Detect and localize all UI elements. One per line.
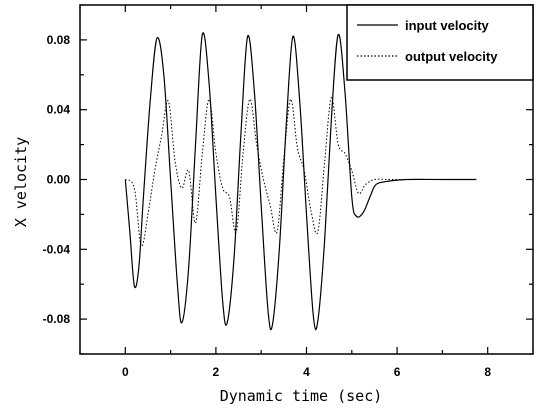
- y-tick-label: -0.04: [43, 242, 71, 256]
- series-layer: [124, 32, 477, 331]
- x-tick-label: 8: [484, 365, 491, 379]
- x-tick-label: 2: [213, 365, 220, 379]
- plot-frame: [79, 4, 534, 355]
- x-tick-labels: 0 2 4 6 8: [122, 365, 491, 379]
- y-tick-label: 0.00: [47, 173, 71, 187]
- legend-box: [346, 4, 534, 81]
- y-axis-label: X velocity: [12, 137, 30, 227]
- y-tick-label: 0.08: [47, 33, 71, 47]
- series-line-output-velocity: [124, 96, 443, 247]
- y-tick-labels: 0.08 0.04 0.00 -0.04 -0.08: [43, 33, 71, 326]
- y-tick-label: -0.08: [43, 312, 71, 326]
- legend: input velocity output velocity: [346, 4, 534, 81]
- x-tick-label: 6: [394, 365, 401, 379]
- legend-label-output-velocity: output velocity: [405, 49, 498, 64]
- legend-label-input-velocity: input velocity: [405, 18, 490, 33]
- x-axis-label: Dynamic time (sec): [220, 387, 383, 405]
- x-tick-label: 4: [303, 365, 310, 379]
- y-tick-label: 0.04: [47, 103, 71, 117]
- x-tick-label: 0: [122, 365, 129, 379]
- series-line-input-velocity: [124, 32, 477, 331]
